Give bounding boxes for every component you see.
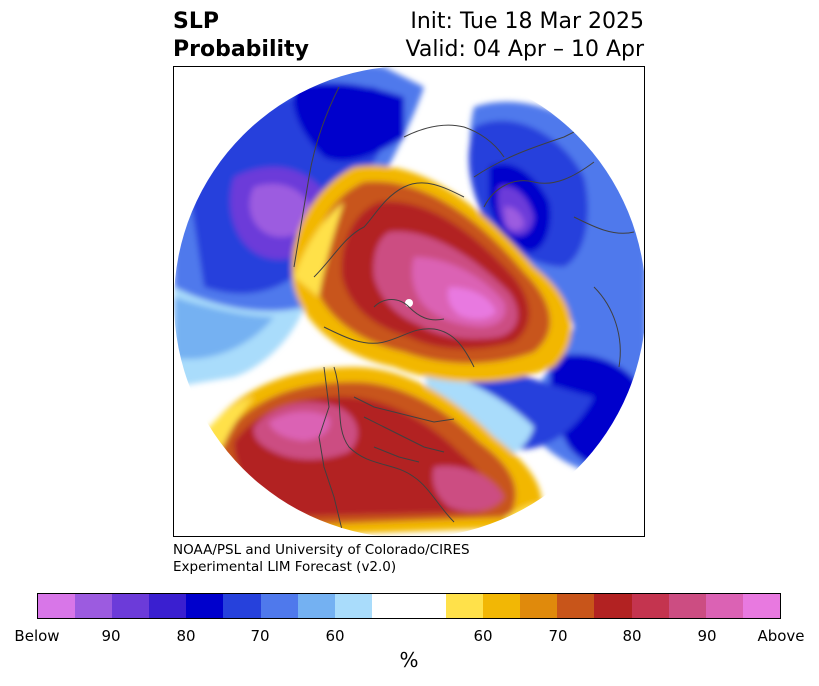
colorbar-segment <box>371 594 409 618</box>
credit-block: NOAA/PSL and University of Colorado/CIRE… <box>173 542 470 576</box>
colorbar-segment <box>557 594 595 618</box>
colorbar-segment <box>297 594 335 618</box>
title-block: SLP Probability <box>173 8 309 64</box>
init-date: Init: Tue 18 Mar 2025 <box>410 9 644 34</box>
colorbar-segment <box>483 594 521 618</box>
colorbar-segment <box>631 594 669 618</box>
colorbar-label-90-below: 90 <box>101 627 121 645</box>
colorbar-label-below: Below <box>14 627 60 645</box>
colorbar-segment <box>668 594 706 618</box>
colorbar-label-80-above: 80 <box>622 627 642 645</box>
title-line1: SLP <box>173 9 219 34</box>
colorbar-segment <box>223 594 261 618</box>
colorbar-label-80-below: 80 <box>176 627 196 645</box>
probability-map <box>174 67 644 536</box>
colorbar-label-above: Above <box>757 627 805 645</box>
colorbar-segment <box>260 594 298 618</box>
colorbar-label-70-above: 70 <box>548 627 568 645</box>
colorbar-segment <box>149 594 187 618</box>
credit-line2: Experimental LIM Forecast (v2.0) <box>173 559 397 575</box>
colorbar-segment <box>38 594 76 618</box>
colorbar-segment <box>446 594 484 618</box>
colorbar-segment <box>742 594 780 618</box>
colorbar-segment <box>334 594 372 618</box>
colorbar-label-60-below: 60 <box>325 627 345 645</box>
colorbar-segment <box>705 594 743 618</box>
credit-line1: NOAA/PSL and University of Colorado/CIRE… <box>173 542 470 558</box>
colorbar <box>37 593 781 619</box>
title-line2: Probability <box>173 37 309 62</box>
colorbar-label-90-above: 90 <box>697 627 717 645</box>
colorbar-segment <box>594 594 632 618</box>
colorbar-segment <box>408 594 447 618</box>
valid-date: Valid: 04 Apr – 10 Apr <box>405 37 645 62</box>
colorbar-label-70-below: 70 <box>250 627 270 645</box>
pole-marker <box>405 299 413 307</box>
colorbar-unit: % <box>399 648 419 672</box>
colorbar-segment <box>520 594 558 618</box>
colorbar-label-60-above: 60 <box>473 627 493 645</box>
map-frame <box>173 66 645 537</box>
colorbar-segment <box>186 594 224 618</box>
colorbar-segment <box>75 594 113 618</box>
coastlines <box>293 86 635 536</box>
date-block: Init: Tue 18 Mar 2025 Valid: 04 Apr – 10… <box>406 8 645 64</box>
colorbar-segment <box>112 594 150 618</box>
